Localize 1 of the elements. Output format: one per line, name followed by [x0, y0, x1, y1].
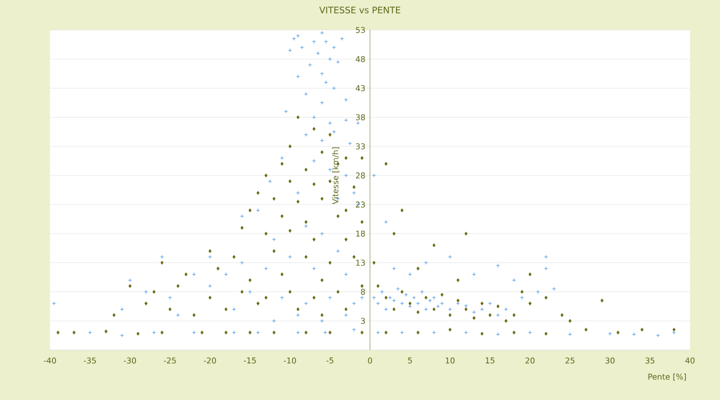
chart-title: VITESSE vs PENTE [319, 6, 400, 14]
